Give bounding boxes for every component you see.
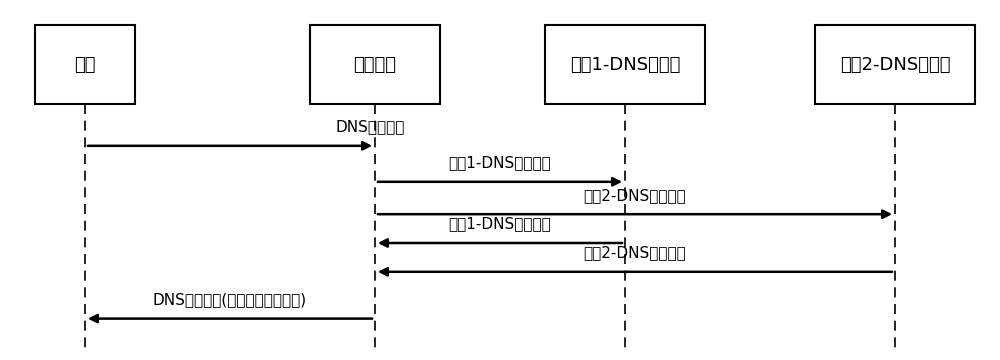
- Bar: [815, 25, 975, 104]
- Bar: [310, 25, 440, 104]
- Text: 链路2-DNS查询报文: 链路2-DNS查询报文: [584, 188, 686, 203]
- Text: 链路1-DNS服务器: 链路1-DNS服务器: [570, 56, 680, 74]
- Text: 链路2-DNS服务器: 链路2-DNS服务器: [840, 56, 950, 74]
- Text: 链路2-DNS响应报文: 链路2-DNS响应报文: [584, 245, 686, 260]
- Text: DNS响应报文(当前链路查询结果): DNS响应报文(当前链路查询结果): [153, 292, 307, 307]
- Bar: [545, 25, 705, 104]
- Bar: [35, 25, 135, 104]
- Text: 链路1-DNS响应报文: 链路1-DNS响应报文: [449, 216, 551, 231]
- Text: 链路1-DNS查询报文: 链路1-DNS查询报文: [449, 155, 551, 170]
- Text: 分流网关: 分流网关: [354, 56, 396, 74]
- Text: 终端: 终端: [74, 56, 96, 74]
- Text: DNS查询报文: DNS查询报文: [335, 119, 405, 134]
